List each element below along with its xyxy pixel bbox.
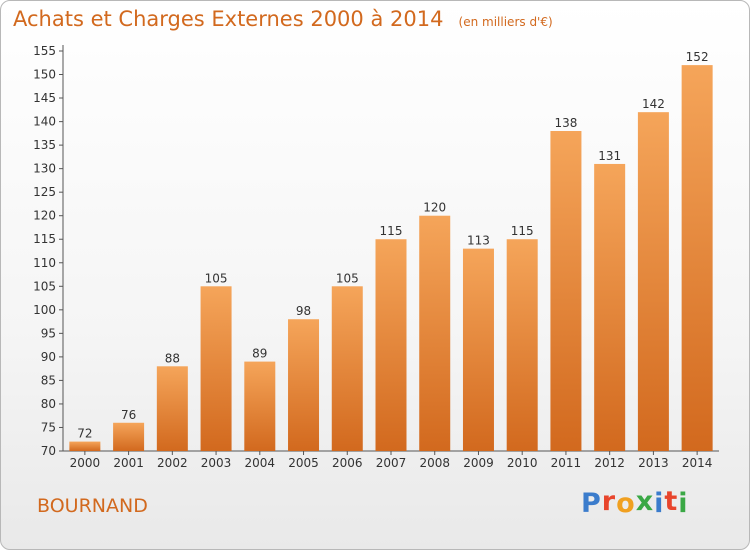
- bar: [200, 286, 232, 451]
- logo-letter: x: [635, 486, 655, 517]
- x-tick-label: 2002: [157, 456, 188, 470]
- bar: [156, 366, 188, 451]
- bar: [375, 239, 407, 451]
- x-tick-label: 2004: [245, 456, 276, 470]
- logo-letter: i: [654, 488, 665, 519]
- y-tick-label: 80: [41, 397, 56, 411]
- chart-subtitle: (en milliers d'€): [458, 15, 553, 29]
- y-tick-label: 135: [33, 138, 56, 152]
- logo-letter: o: [616, 488, 636, 519]
- bar: [637, 112, 669, 452]
- y-tick-label: 75: [41, 420, 56, 434]
- data-label: 105: [336, 271, 359, 285]
- x-tick-label: 2013: [638, 456, 669, 470]
- x-tick-label: 2011: [551, 456, 582, 470]
- x-tick-label: 2010: [507, 456, 538, 470]
- data-label: 115: [380, 224, 403, 238]
- data-label: 76: [121, 408, 136, 422]
- bar: [550, 131, 582, 451]
- x-tick-label: 2005: [288, 456, 319, 470]
- data-label: 142: [642, 97, 665, 111]
- y-tick-label: 145: [33, 91, 56, 105]
- x-tick-label: 2014: [682, 456, 713, 470]
- data-label: 89: [252, 347, 267, 361]
- x-tick-label: 2000: [70, 456, 101, 470]
- y-tick-label: 85: [41, 373, 56, 387]
- y-tick-label: 120: [33, 209, 56, 223]
- data-label: 98: [296, 304, 311, 318]
- title-row: Achats et Charges Externes 2000 à 2014 (…: [13, 7, 553, 31]
- proxiti-logo: Proxiti: [581, 486, 689, 519]
- y-tick-label: 110: [33, 256, 56, 270]
- bar: [506, 239, 538, 451]
- x-tick-label: 2006: [332, 456, 363, 470]
- logo-letter: t: [664, 486, 679, 517]
- y-tick-label: 95: [41, 326, 56, 340]
- data-label: 131: [598, 149, 621, 163]
- data-label: 105: [205, 271, 228, 285]
- y-tick-label: 155: [33, 44, 56, 58]
- y-tick-label: 150: [33, 68, 56, 82]
- logo-letter: r: [601, 486, 617, 517]
- bar: [113, 422, 145, 451]
- x-tick-label: 2007: [376, 456, 407, 470]
- data-label: 115: [511, 224, 534, 238]
- x-tick-label: 2009: [463, 456, 494, 470]
- y-tick-label: 125: [33, 185, 56, 199]
- bar: [331, 286, 363, 451]
- x-tick-label: 2008: [419, 456, 450, 470]
- y-tick-label: 130: [33, 162, 56, 176]
- bar: [69, 441, 101, 451]
- commune-name: BOURNAND: [37, 495, 148, 517]
- data-label: 72: [77, 427, 92, 441]
- y-tick-label: 90: [41, 350, 56, 364]
- data-label: 113: [467, 234, 490, 248]
- data-label: 88: [165, 351, 180, 365]
- logo-letter: i: [678, 488, 689, 519]
- y-tick-label: 100: [33, 303, 56, 317]
- x-tick-label: 2012: [594, 456, 625, 470]
- y-tick-label: 70: [41, 444, 56, 458]
- bar: [419, 215, 451, 451]
- data-label: 138: [554, 116, 577, 130]
- y-tick-label: 115: [33, 232, 56, 246]
- y-tick-label: 105: [33, 279, 56, 293]
- bar: [288, 319, 320, 451]
- x-tick-label: 2003: [201, 456, 232, 470]
- data-label: 152: [686, 50, 709, 64]
- chart-title: Achats et Charges Externes 2000 à 2014: [13, 7, 444, 31]
- bar: [594, 163, 626, 452]
- y-tick-label: 140: [33, 115, 56, 129]
- data-label: 120: [423, 201, 446, 215]
- bar: [681, 65, 713, 451]
- bar: [244, 361, 276, 451]
- logo-letter: P: [581, 488, 602, 519]
- bar: [462, 248, 494, 451]
- x-tick-label: 2001: [113, 456, 144, 470]
